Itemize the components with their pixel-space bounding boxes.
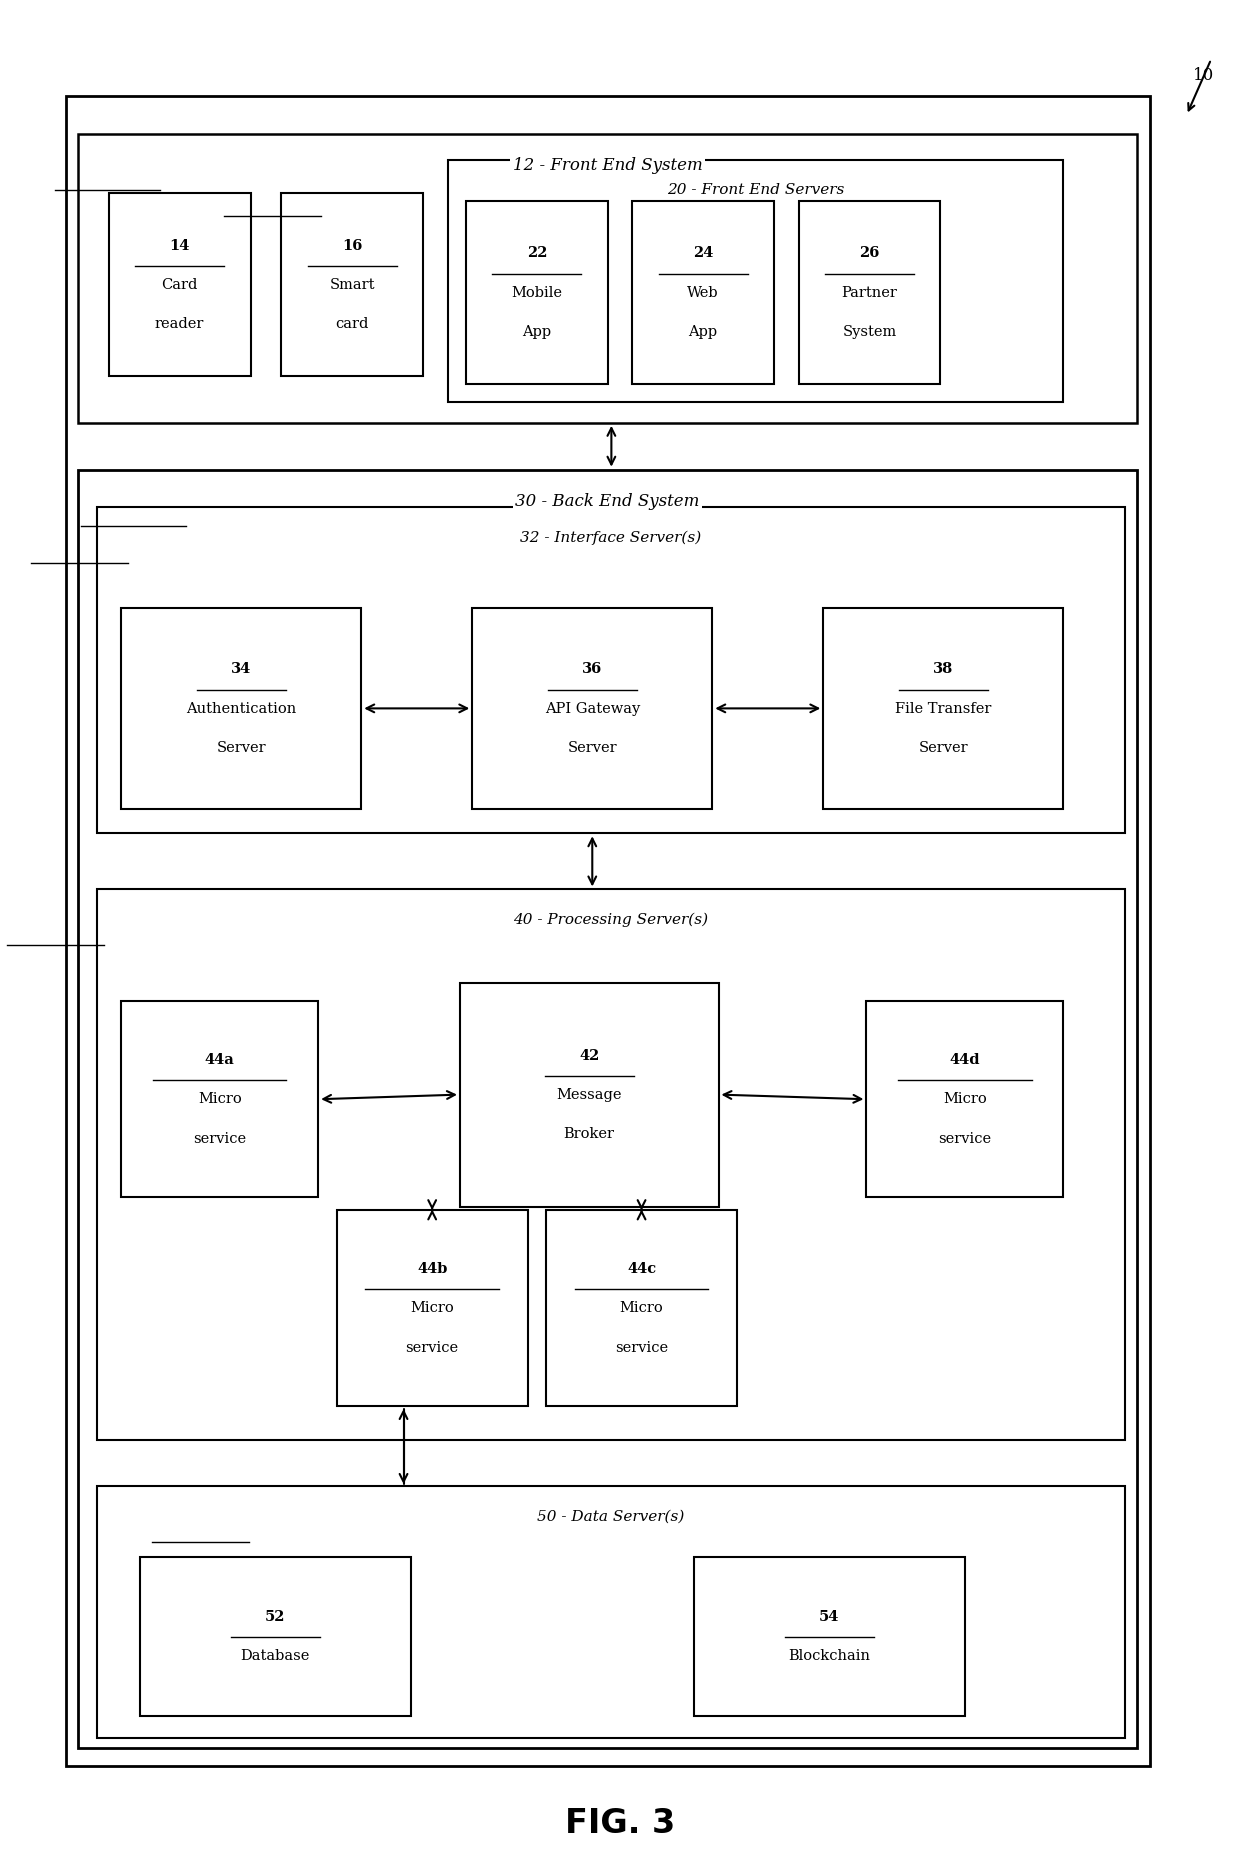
Bar bbox=[867, 1002, 1064, 1197]
Text: 34: 34 bbox=[231, 661, 252, 676]
Bar bbox=[694, 1558, 965, 1716]
Text: 44a: 44a bbox=[205, 1053, 234, 1066]
Bar bbox=[546, 1210, 737, 1407]
Text: Mobile: Mobile bbox=[511, 285, 563, 300]
Text: Server: Server bbox=[217, 740, 267, 755]
Bar bbox=[799, 202, 940, 384]
Text: Micro: Micro bbox=[620, 1300, 663, 1315]
Text: 24: 24 bbox=[693, 245, 713, 260]
Text: 50 - Data Server(s): 50 - Data Server(s) bbox=[537, 1510, 684, 1523]
Bar bbox=[448, 161, 1064, 403]
Text: App: App bbox=[688, 324, 718, 339]
Text: 26: 26 bbox=[859, 245, 879, 260]
Text: 32 - Interface Server(s): 32 - Interface Server(s) bbox=[520, 530, 702, 545]
Text: 42: 42 bbox=[579, 1049, 599, 1062]
Text: 16: 16 bbox=[342, 238, 362, 253]
Bar bbox=[466, 202, 608, 384]
Bar bbox=[281, 195, 423, 376]
Text: 54: 54 bbox=[820, 1609, 839, 1624]
Text: 44c: 44c bbox=[627, 1262, 656, 1276]
Text: 20 - Front End Servers: 20 - Front End Servers bbox=[667, 184, 844, 197]
Text: 44b: 44b bbox=[417, 1262, 448, 1276]
Text: Database: Database bbox=[241, 1648, 310, 1663]
Bar bbox=[109, 195, 250, 376]
Text: 52: 52 bbox=[265, 1609, 285, 1624]
Text: Authentication: Authentication bbox=[186, 701, 296, 715]
Text: Broker: Broker bbox=[564, 1126, 615, 1141]
Text: FIG. 3: FIG. 3 bbox=[565, 1806, 675, 1839]
Bar bbox=[122, 1002, 319, 1197]
Text: 38: 38 bbox=[934, 661, 954, 676]
Text: Web: Web bbox=[687, 285, 719, 300]
Text: 14: 14 bbox=[170, 238, 190, 253]
Bar bbox=[460, 983, 718, 1206]
Text: Micro: Micro bbox=[198, 1092, 242, 1105]
Text: Card: Card bbox=[161, 277, 198, 292]
Text: 12 - Front End System: 12 - Front End System bbox=[513, 157, 703, 174]
Text: Smart: Smart bbox=[330, 277, 374, 292]
Text: File Transfer: File Transfer bbox=[895, 701, 992, 715]
Text: service: service bbox=[405, 1339, 459, 1354]
Text: System: System bbox=[842, 324, 897, 339]
Text: 10: 10 bbox=[1193, 67, 1214, 84]
Bar bbox=[632, 202, 774, 384]
Bar bbox=[122, 609, 361, 809]
Text: 44d: 44d bbox=[950, 1053, 980, 1066]
Text: Blockchain: Blockchain bbox=[789, 1648, 870, 1663]
Text: card: card bbox=[336, 317, 368, 332]
Text: API Gateway: API Gateway bbox=[544, 701, 640, 715]
Text: 36: 36 bbox=[582, 661, 603, 676]
Bar bbox=[78, 470, 1137, 1748]
Bar bbox=[97, 508, 1125, 833]
Text: Micro: Micro bbox=[942, 1092, 987, 1105]
Text: 40 - Processing Server(s): 40 - Processing Server(s) bbox=[513, 912, 708, 927]
Text: Message: Message bbox=[557, 1086, 622, 1101]
Text: service: service bbox=[193, 1131, 247, 1144]
Bar bbox=[337, 1210, 528, 1407]
Text: service: service bbox=[939, 1131, 992, 1144]
Bar bbox=[472, 609, 712, 809]
Text: Micro: Micro bbox=[410, 1300, 454, 1315]
Text: 22: 22 bbox=[527, 245, 547, 260]
Bar bbox=[97, 1487, 1125, 1738]
Bar bbox=[97, 890, 1125, 1440]
Text: service: service bbox=[615, 1339, 668, 1354]
Text: App: App bbox=[522, 324, 552, 339]
Text: Server: Server bbox=[919, 740, 968, 755]
Bar bbox=[823, 609, 1064, 809]
Bar bbox=[66, 97, 1149, 1766]
Bar bbox=[78, 135, 1137, 423]
Bar bbox=[140, 1558, 410, 1716]
Text: Partner: Partner bbox=[842, 285, 898, 300]
Text: reader: reader bbox=[155, 317, 205, 332]
Text: Server: Server bbox=[568, 740, 618, 755]
Text: 30 - Back End System: 30 - Back End System bbox=[516, 493, 699, 509]
